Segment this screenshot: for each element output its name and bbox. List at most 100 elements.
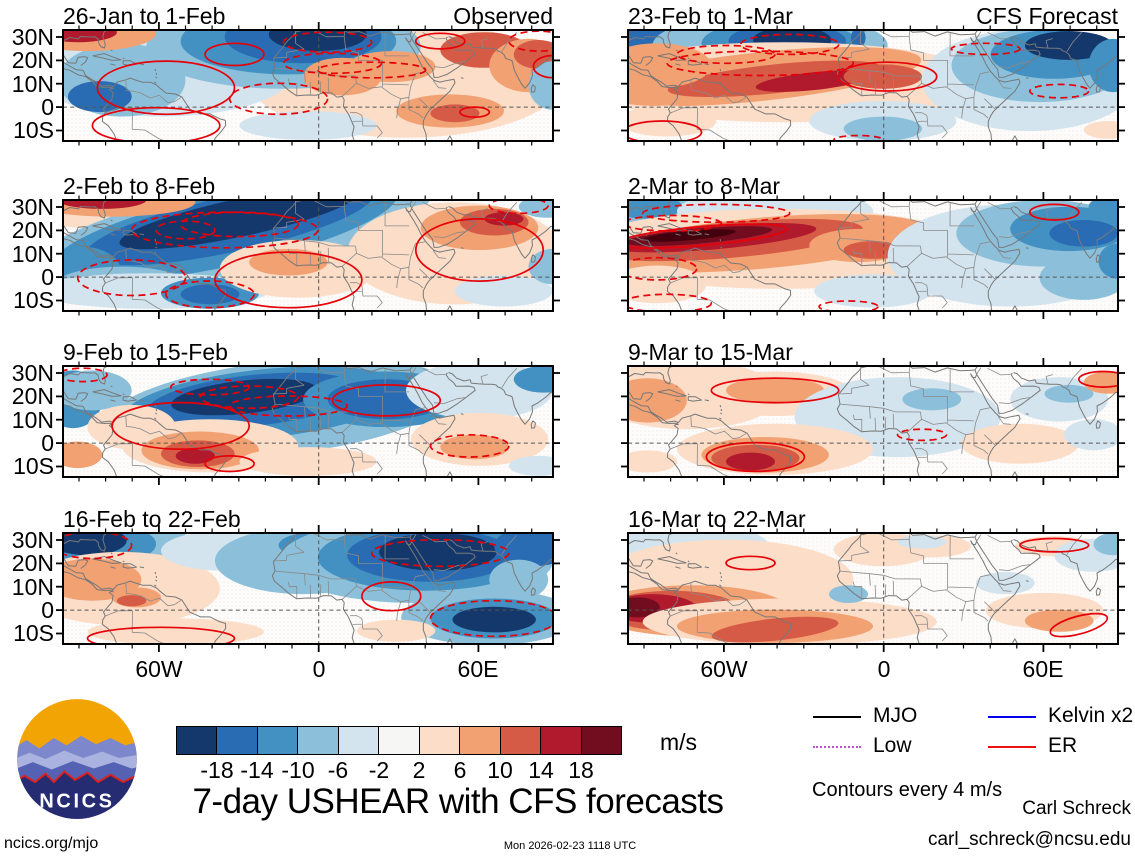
er-contour bbox=[628, 256, 698, 281]
panel-date-range: 2-Feb to 8-Feb bbox=[63, 173, 216, 199]
y-axis-label: 0 bbox=[41, 430, 54, 456]
ncics-logo-svg: NCICS bbox=[17, 699, 137, 819]
er-contour bbox=[628, 293, 713, 311]
er-contour bbox=[414, 32, 466, 50]
er-contour bbox=[130, 211, 319, 249]
coastlines bbox=[628, 30, 1118, 141]
y-axis-label: 20N bbox=[11, 217, 54, 243]
map-panel-7 bbox=[56, 525, 560, 652]
colorbar-tick-label: 2 bbox=[412, 757, 426, 783]
footer-timestamp: Mon 2026-02-23 1118 UTC bbox=[503, 840, 637, 852]
panel-date-range: 23-Feb to 1-Mar bbox=[628, 3, 793, 29]
er-contour bbox=[214, 251, 363, 309]
map-panel-6 bbox=[621, 358, 1125, 485]
footer-url: ncics.org/mjo bbox=[4, 835, 99, 852]
er-contour bbox=[950, 42, 1021, 56]
legend-line-mjo bbox=[813, 716, 861, 718]
panel-title: 9-Mar to 15-Mar bbox=[628, 339, 1118, 365]
colorbar-tick-label: 14 bbox=[528, 757, 554, 783]
er-contour bbox=[155, 220, 216, 240]
legend-label: MJO bbox=[873, 704, 918, 727]
er-contour bbox=[414, 218, 545, 282]
y-axis-label: 30N bbox=[11, 527, 54, 553]
panel-title: 9-Feb to 15-Feb bbox=[63, 339, 553, 365]
y-axis-label: 10N bbox=[11, 574, 54, 600]
panel-column-tag: Observed bbox=[453, 3, 553, 29]
colorbar-tick-label: 6 bbox=[453, 757, 467, 783]
colorbar-segment bbox=[460, 727, 501, 754]
colorbar-tick-label: -14 bbox=[240, 757, 274, 783]
panel-title: 16-Mar to 22-Mar bbox=[628, 506, 1118, 532]
er-contour bbox=[282, 52, 383, 75]
y-axis-label: 0 bbox=[41, 597, 54, 623]
colorbar-tick-label: -6 bbox=[327, 757, 349, 783]
figure-title: 7-day USHEAR with CFS forecasts bbox=[192, 782, 724, 821]
y-axis-label: 10N bbox=[11, 71, 54, 97]
er-contour bbox=[370, 538, 510, 568]
x-axis-label: 0 bbox=[877, 656, 891, 682]
er-contour bbox=[739, 33, 840, 56]
ncics-logo: NCICS bbox=[14, 696, 140, 822]
credit-name: Carl Schreck bbox=[1022, 798, 1131, 819]
er-contour bbox=[710, 377, 840, 404]
panel-date-range: 16-Mar to 22-Mar bbox=[628, 506, 806, 532]
er-contour bbox=[725, 555, 776, 571]
er-contour bbox=[179, 211, 300, 238]
colorbar-segment bbox=[177, 727, 218, 754]
er-contour bbox=[508, 30, 553, 52]
colorbar-segment bbox=[379, 727, 420, 754]
colorbar-segment bbox=[500, 727, 542, 754]
er-contour bbox=[676, 44, 776, 65]
er-contour bbox=[818, 300, 879, 311]
er-contour bbox=[628, 120, 703, 141]
credit-email: carl_schreck@ncsu.edu bbox=[927, 829, 1131, 850]
colorbar-tick-label: -10 bbox=[281, 757, 315, 783]
colorbar-segment bbox=[298, 727, 339, 754]
country-borders bbox=[670, 30, 1083, 141]
er-contour bbox=[666, 50, 855, 77]
er-contour bbox=[459, 106, 491, 118]
coastlines bbox=[628, 200, 1118, 311]
panel-date-range: 16-Feb to 22-Feb bbox=[63, 506, 241, 532]
er-contour bbox=[488, 200, 549, 215]
er-contour bbox=[705, 441, 806, 473]
colorbar-segment bbox=[541, 727, 582, 754]
map-panel-8 bbox=[621, 525, 1125, 652]
panel-date-range: 9-Mar to 15-Mar bbox=[628, 339, 793, 365]
er-contour bbox=[282, 31, 373, 54]
er-contour bbox=[1028, 203, 1080, 221]
panel-column-tag: CFS Forecast bbox=[976, 3, 1118, 29]
colorbar-tick-label: 18 bbox=[568, 757, 594, 783]
er-contour bbox=[1049, 612, 1109, 638]
y-axis-label: 20N bbox=[11, 550, 54, 576]
er-contour bbox=[169, 378, 251, 396]
map-panel-3 bbox=[56, 192, 560, 319]
y-axis-label: 10S bbox=[13, 453, 54, 479]
legend-label: Low bbox=[873, 734, 912, 757]
map-panel-2 bbox=[621, 22, 1125, 149]
colorbar-segment bbox=[217, 727, 258, 754]
y-axis-label: 10S bbox=[13, 287, 54, 313]
legend-label: ER bbox=[1048, 734, 1078, 757]
er-contour bbox=[641, 203, 791, 224]
legend-line-kelvin-x2 bbox=[988, 716, 1036, 718]
country-borders bbox=[670, 366, 1083, 477]
y-axis-label: 0 bbox=[41, 94, 54, 120]
y-axis-label: 10N bbox=[11, 407, 54, 433]
er-contour bbox=[96, 60, 236, 116]
country-borders bbox=[105, 366, 518, 477]
y-axis-label: 10N bbox=[11, 241, 54, 267]
legend-line-low bbox=[813, 746, 861, 748]
er-contour bbox=[228, 82, 329, 116]
map-panel-4 bbox=[621, 192, 1125, 319]
er-contour bbox=[1077, 370, 1118, 388]
x-axis-label: 0 bbox=[312, 656, 326, 682]
colorbar-tick-label: -2 bbox=[368, 757, 390, 783]
logo-text: NCICS bbox=[39, 790, 114, 812]
y-axis-label: 10S bbox=[13, 117, 54, 143]
colorbar-segment bbox=[338, 727, 380, 754]
er-contour bbox=[331, 384, 442, 417]
er-contour bbox=[91, 106, 221, 141]
y-axis-label: 10S bbox=[13, 620, 54, 646]
legend-line-er bbox=[988, 746, 1036, 748]
